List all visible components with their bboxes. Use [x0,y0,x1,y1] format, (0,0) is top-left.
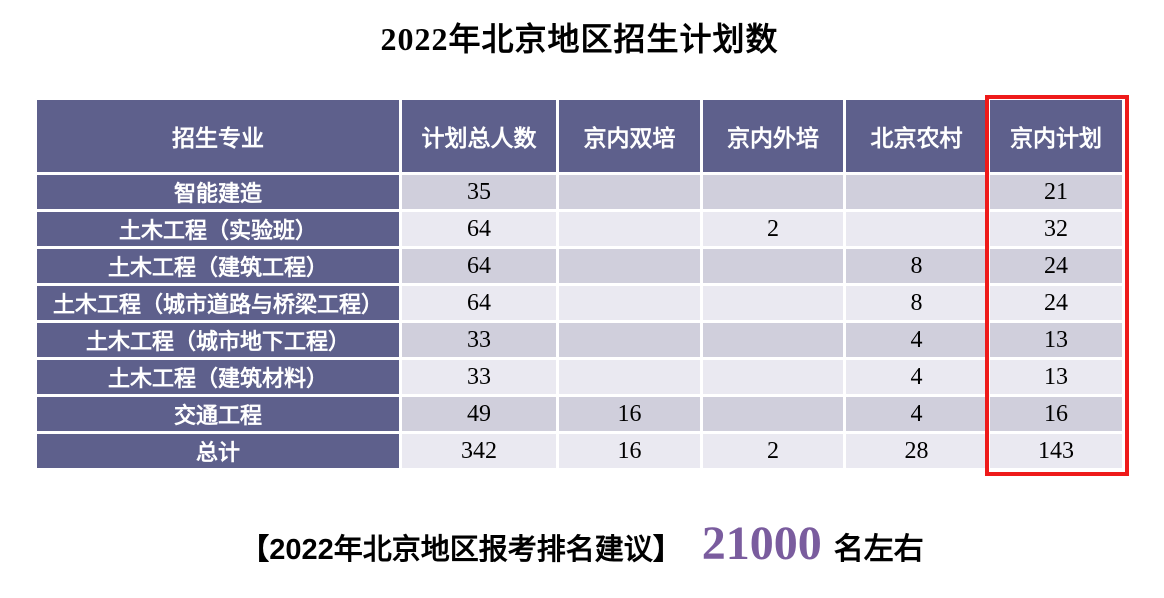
shuangpei-cell [559,360,700,394]
major-name-cell: 土木工程（实验班） [37,212,399,246]
total-cell: 64 [402,212,556,246]
waipei-cell: 2 [703,212,843,246]
table-row: 土木工程（建筑工程） 64 8 24 [37,249,1122,283]
shuangpei-cell [559,175,700,209]
rank-suffix: 名左右 [833,533,924,566]
rural-cell: 8 [846,286,987,320]
col-header-rural: 北京农村 [846,100,987,172]
major-name-cell: 土木工程（建筑材料） [37,360,399,394]
col-header-beijing-plan: 京内计划 [990,100,1122,172]
beijing-plan-cell: 13 [990,360,1122,394]
major-name-cell: 智能建造 [37,175,399,209]
col-header-total: 计划总人数 [402,100,556,172]
page-title: 2022年北京地区招生计划数 [380,21,779,57]
rural-cell: 4 [846,360,987,394]
shuangpei-cell: 16 [559,434,700,468]
rural-cell: 8 [846,249,987,283]
table-row-total: 总计 342 16 2 28 143 [37,434,1122,468]
table-row: 交通工程 49 16 4 16 [37,397,1122,431]
beijing-plan-cell: 32 [990,212,1122,246]
beijing-plan-cell: 16 [990,397,1122,431]
beijing-plan-cell: 21 [990,175,1122,209]
col-header-shuangpei: 京内双培 [559,100,700,172]
table-row: 土木工程（实验班） 64 2 32 [37,212,1122,246]
rural-cell: 28 [846,434,987,468]
major-name-cell: 土木工程（城市道路与桥梁工程） [37,286,399,320]
beijing-plan-cell: 13 [990,323,1122,357]
waipei-cell [703,397,843,431]
rank-value: 21000 [701,517,822,570]
shuangpei-cell [559,212,700,246]
shuangpei-cell: 16 [559,397,700,431]
beijing-plan-cell: 143 [990,434,1122,468]
major-name-cell: 总计 [37,434,399,468]
waipei-cell [703,286,843,320]
rural-cell: 4 [846,323,987,357]
rural-cell: 4 [846,397,987,431]
waipei-cell [703,360,843,394]
table-header-row: 招生专业 计划总人数 京内双培 京内外培 北京农村 京内计划 [37,100,1122,172]
rural-cell [846,212,987,246]
total-cell: 33 [402,323,556,357]
table-row: 土木工程（建筑材料） 33 4 13 [37,360,1122,394]
col-header-major: 招生专业 [37,100,399,172]
waipei-cell: 2 [703,434,843,468]
beijing-plan-cell: 24 [990,286,1122,320]
total-cell: 35 [402,175,556,209]
shuangpei-cell [559,286,700,320]
table-row: 土木工程（城市地下工程） 33 4 13 [37,323,1122,357]
shuangpei-cell [559,249,700,283]
table-row: 土木工程（城市道路与桥梁工程） 64 8 24 [37,286,1122,320]
waipei-cell [703,175,843,209]
major-name-cell: 交通工程 [37,397,399,431]
beijing-plan-cell: 24 [990,249,1122,283]
shuangpei-cell [559,323,700,357]
waipei-cell [703,249,843,283]
total-cell: 64 [402,249,556,283]
major-name-cell: 土木工程（城市地下工程） [37,323,399,357]
table-row: 智能建造 35 21 [37,175,1122,209]
total-cell: 33 [402,360,556,394]
col-header-waipei: 京内外培 [703,100,843,172]
rural-cell [846,175,987,209]
total-cell: 64 [402,286,556,320]
major-name-cell: 土木工程（建筑工程） [37,249,399,283]
rank-suggestion: 【2022年北京地区报考排名建议】 21000 名左右 [0,516,1164,571]
waipei-cell [703,323,843,357]
rank-suggestion-label: 【2022年北京地区报考排名建议】 [240,534,682,566]
total-cell: 342 [402,434,556,468]
total-cell: 49 [402,397,556,431]
enrollment-plan-table: 招生专业 计划总人数 京内双培 京内外培 北京农村 京内计划 智能建造 35 2… [34,97,1125,471]
